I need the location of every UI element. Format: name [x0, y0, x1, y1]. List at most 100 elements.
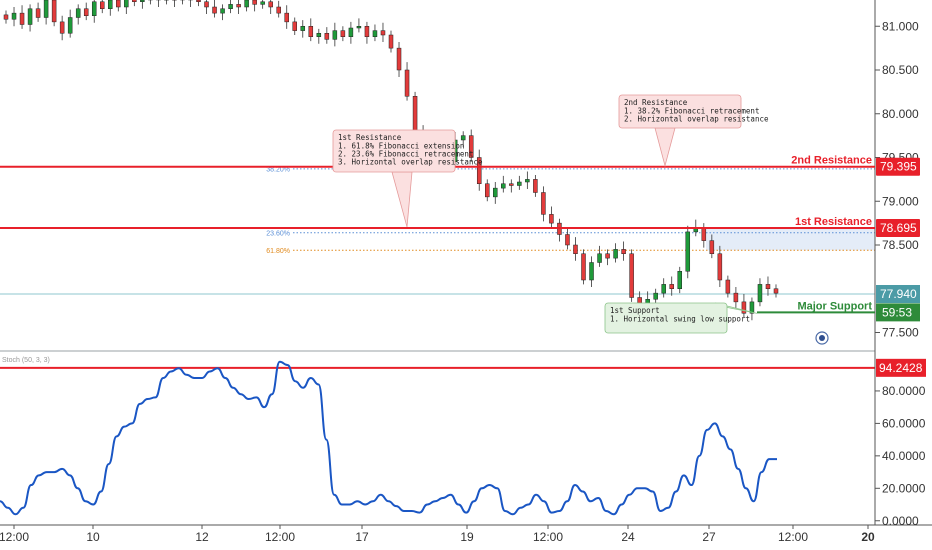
current-price-tag-text: 77.940	[880, 287, 917, 301]
current-price-tag	[876, 285, 920, 303]
annotation-title: 2nd Resistance	[624, 98, 688, 107]
candle-body	[589, 262, 594, 281]
level-price-tag-text: 79.395	[880, 160, 917, 174]
candle-body	[725, 279, 731, 294]
time-tick-label: 27	[702, 530, 716, 544]
candle-body	[59, 21, 65, 34]
annotation-line: 1. 61.8% Fibonacci extension	[338, 142, 464, 151]
annotation-box	[332, 129, 456, 173]
candle-body	[324, 33, 330, 40]
candle-body	[75, 8, 81, 18]
time-tick-label: 10	[86, 530, 100, 544]
candle-body	[252, 0, 257, 5]
candle-body	[140, 0, 145, 2]
candle-body	[332, 30, 338, 40]
candle-body	[100, 1, 105, 9]
candle-body	[733, 292, 739, 303]
candle-body	[3, 14, 9, 20]
candle-body	[268, 1, 273, 8]
news-flag-icon[interactable]	[815, 331, 829, 345]
candle-body	[212, 6, 217, 14]
price-tick-label: 80.000	[882, 107, 919, 121]
candle-body	[348, 27, 354, 37]
time-tick-label: 20	[861, 530, 875, 544]
candle-body	[340, 30, 346, 37]
candle-body	[629, 253, 634, 298]
annotation-line: 2. Horizontal overlap resistance	[624, 115, 769, 124]
candle-body	[669, 284, 674, 289]
osc-tick-label: 40.0000	[882, 449, 926, 463]
annotation-title: 1st Support	[610, 306, 660, 315]
osc-tick-label: 0.0000	[882, 514, 919, 528]
candle-body	[605, 253, 610, 259]
candle-body	[356, 26, 362, 29]
candle-body	[404, 69, 410, 97]
osc-tick-label: 20.0000	[882, 481, 926, 495]
price-tick-label: 81.000	[882, 19, 919, 33]
candle-body	[132, 0, 137, 2]
level-price-tag	[876, 157, 920, 176]
annotation-line: 1. 38.2% Fibonacci retracement	[624, 107, 759, 116]
candle-body	[27, 8, 33, 25]
candle-body	[300, 26, 306, 31]
annotation-box	[618, 94, 742, 129]
countdown-tag-text: 59:53	[882, 305, 912, 319]
candle-body	[773, 288, 779, 294]
candle-body	[517, 181, 522, 186]
candle-body	[35, 8, 41, 18]
candle-body	[493, 187, 498, 198]
fib-level-label: 23.60%	[266, 230, 290, 237]
candle-body	[581, 253, 586, 281]
candle-body	[653, 292, 658, 300]
candle-body	[597, 253, 602, 263]
candle-body	[709, 240, 715, 254]
candle-body	[116, 0, 121, 8]
candle-body	[19, 12, 25, 25]
stochastic-panel[interactable]: Stoch (50, 3, 3) 94.2428	[0, 357, 926, 516]
candle-body	[236, 4, 241, 8]
annotation-title: 1st Resistance	[338, 133, 402, 142]
candle-body	[460, 135, 466, 141]
price-tick-label: 78.500	[882, 238, 919, 252]
candle-body	[685, 231, 691, 272]
candle-body	[228, 4, 233, 9]
time-tick-label: 12:00	[533, 530, 563, 544]
candle-body	[741, 301, 747, 314]
resistance-zone	[706, 227, 875, 251]
time-tick-label: 12:00	[0, 530, 29, 544]
level-label: 1st Resistance	[795, 216, 872, 228]
candle-body	[677, 271, 682, 289]
candle-body	[43, 0, 49, 18]
candle-body	[124, 0, 129, 8]
price-tick-label: 77.500	[882, 326, 919, 340]
price-tick-label: 80.500	[882, 63, 919, 77]
candle-body	[765, 284, 771, 289]
time-tick-label: 12	[195, 530, 209, 544]
candle-body	[541, 192, 546, 215]
candle-body	[701, 227, 707, 241]
candle-body	[485, 183, 490, 198]
candle-body	[661, 284, 666, 294]
candle-body	[749, 301, 755, 314]
annotation-box	[604, 302, 728, 334]
candle-body	[613, 249, 618, 259]
candle-body	[757, 284, 763, 303]
osc-level-tag	[876, 358, 926, 377]
candle-body	[276, 6, 281, 14]
candle-body	[244, 0, 249, 8]
candle-body	[196, 0, 201, 2]
candle-body	[509, 183, 514, 186]
candle-body	[364, 26, 370, 37]
time-tick-label: 12:00	[778, 530, 808, 544]
level-label: Major Support	[797, 300, 872, 312]
time-tick-label: 17	[355, 530, 369, 544]
candle-body	[67, 17, 73, 34]
candle-body	[525, 179, 530, 183]
candle-body	[412, 96, 418, 132]
candle-body	[621, 249, 626, 254]
level-price-tag	[876, 218, 920, 237]
